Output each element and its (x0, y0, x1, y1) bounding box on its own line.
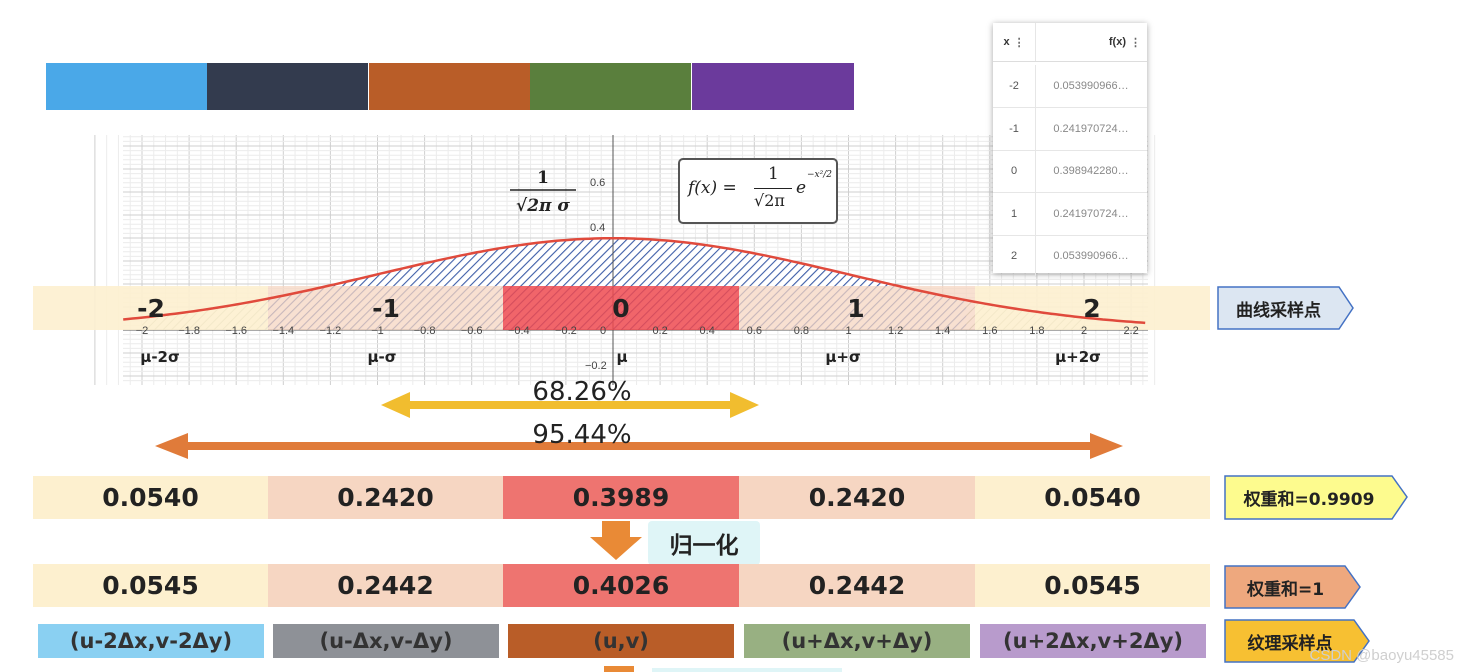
table-row: -1 0.241970724… (993, 108, 1147, 151)
table-row: 0 0.398942280… (993, 150, 1147, 193)
x-tick-label: 2 (1081, 325, 1087, 337)
arrow-68 (381, 392, 759, 418)
texture-cell: (u,v) (508, 624, 734, 658)
swatch-navy (207, 63, 368, 110)
swatch-green (530, 63, 691, 110)
x-tick-label: 1.6 (982, 325, 997, 337)
x-tick-label: 0 (600, 325, 606, 337)
texture-cell: (u+Δx,v+Δy) (744, 624, 970, 658)
weight-sum-tag-label: 权重和=0.9909 (1243, 490, 1375, 510)
y-tick-0-4: 0.4 (590, 222, 605, 234)
texture-cell: (u+2Δx,v+2Δy) (980, 624, 1206, 658)
x-tick-label: −1.4 (272, 325, 294, 337)
normalized-cell: 0.2442 (268, 564, 503, 607)
x-tick-label: −0.8 (414, 325, 436, 337)
bottom-label-stub (652, 668, 842, 672)
table-row: 2 0.053990966… (993, 235, 1147, 277)
sample-label-2: 2 (1083, 294, 1100, 323)
column-header-fx[interactable]: f(x) ⋮ (1108, 36, 1141, 49)
mu-label-2: μ+2σ (1055, 348, 1101, 366)
swatch-blue (46, 63, 207, 110)
x-tick-label: 1.2 (888, 325, 903, 337)
weight-cell: 0.0540 (33, 476, 268, 519)
table-row: 1 0.241970724… (993, 193, 1147, 236)
sample-label-neg1: -1 (372, 294, 400, 323)
sample-label-0: 0 (612, 294, 629, 323)
more-icon[interactable]: ⋮ (1013, 36, 1025, 49)
x-tick-label: 1.4 (935, 325, 950, 337)
mu-label-neg2: μ-2σ (140, 348, 179, 366)
weight-sum-normalized-tag: 权重和=1 (1224, 565, 1361, 609)
table-header: x ⋮ f(x) ⋮ (993, 23, 1147, 62)
x-tick-label: 0.6 (747, 325, 762, 337)
percent-inner-label: 68.26% (532, 377, 632, 407)
x-tick-label: −0.2 (555, 325, 577, 337)
normalized-cell: 0.4026 (503, 564, 739, 607)
y-tick-neg-0-2: −0.2 (585, 360, 607, 372)
sample-label-1: 1 (847, 294, 864, 323)
arrow-95 (155, 433, 1123, 459)
formula-numerator: 1 (768, 164, 779, 184)
more-icon[interactable]: ⋮ (1130, 36, 1141, 49)
weight-sum-normalized-tag-label: 权重和=1 (1246, 579, 1325, 600)
weight-cell: 0.0540 (975, 476, 1210, 519)
sample-label-neg2: -2 (137, 294, 165, 323)
normalized-cell: 0.0545 (975, 564, 1210, 607)
x-tick-label: −1.8 (178, 325, 200, 337)
column-header-x[interactable]: x ⋮ (993, 23, 1036, 61)
bottom-arrow-stub (604, 666, 634, 672)
x-tick-label: −1 (371, 325, 384, 337)
x-tick-label: 0.8 (794, 325, 809, 337)
range-arrows (155, 392, 1123, 459)
mu-label-1: μ+σ (825, 348, 860, 366)
texture-cell: (u-2Δx,v-2Δy) (38, 624, 264, 658)
x-tick-label: −1.6 (225, 325, 247, 337)
x-tick-label: 2.2 (1123, 325, 1138, 337)
x-tick-label: 1 (845, 325, 851, 337)
curve-sample-tag-label: 曲线采样点 (1236, 300, 1321, 321)
formula-exponent: −x²/2 (807, 170, 832, 180)
y-tick-0-6: 0.6 (590, 177, 605, 189)
texture-sample-tag-label: 纹理采样点 (1247, 633, 1333, 654)
texture-cell: (u-Δx,v-Δy) (273, 624, 499, 658)
formula-box: f(x) = 1 √2π e −x²/2 (678, 158, 838, 224)
swatch-purple (692, 63, 854, 110)
watermark: CSDN @baoyu45585 (1309, 647, 1454, 664)
x-tick-label: 0.2 (652, 325, 667, 337)
peak-formula-denominator: √2π σ (516, 196, 570, 216)
x-tick-label: 1.8 (1029, 325, 1044, 337)
normalize-arrow-icon (590, 521, 642, 560)
x-tick-label: 0.4 (700, 325, 715, 337)
gaussian-chart: −2 −1.8 −1.6 −1.4 −1.2 −1 −0.8 −0.6 −0.4 −0.2 0 0.2… (33, 135, 1210, 385)
normalized-cell: 0.2442 (739, 564, 975, 607)
band-outer-left (33, 286, 268, 330)
band-center (503, 286, 739, 330)
curve-sample-tag: 曲线采样点 (1217, 286, 1354, 330)
band-mid-left (268, 286, 503, 330)
x-tick-label: −0.6 (461, 325, 483, 337)
formula-denominator: √2π (754, 191, 785, 210)
normalize-label: 归一化 (648, 521, 760, 565)
weight-cell: 0.2420 (268, 476, 503, 519)
texture-sample-tag: 纹理采样点 (1224, 619, 1370, 663)
formula-lhs: f(x) = (688, 178, 737, 198)
gaussian-curve (123, 236, 1146, 325)
x-tick-label: −1.2 (320, 325, 342, 337)
x-tick-label: −2 (136, 325, 149, 337)
data-table: x ⋮ f(x) ⋮ -2 0.053990966… -1 0.241970724… 0… (993, 23, 1147, 277)
normalized-cell: 0.0545 (33, 564, 268, 607)
x-tick-label: −0.4 (508, 325, 530, 337)
mu-label-0: μ (616, 348, 627, 366)
percent-outer-label: 95.44% (532, 420, 632, 450)
formula-fraction-bar (754, 188, 792, 189)
peak-formula-numerator: 1 (537, 168, 549, 188)
weight-cell: 0.2420 (739, 476, 975, 519)
weight-cell: 0.3989 (503, 476, 739, 519)
mu-label-neg1: μ-σ (368, 348, 397, 366)
table-row: -2 0.053990966… (993, 65, 1147, 108)
formula-base: e (796, 178, 807, 198)
x-tick-labels: −2 −1.8 −1.6 −1.4 −1.2 −1 −0.8 −0.6 −0.4 −0.2 0 0.2… (136, 325, 1139, 337)
swatch-orange (369, 63, 530, 110)
weight-sum-tag: 权重和=0.9909 (1224, 475, 1408, 520)
